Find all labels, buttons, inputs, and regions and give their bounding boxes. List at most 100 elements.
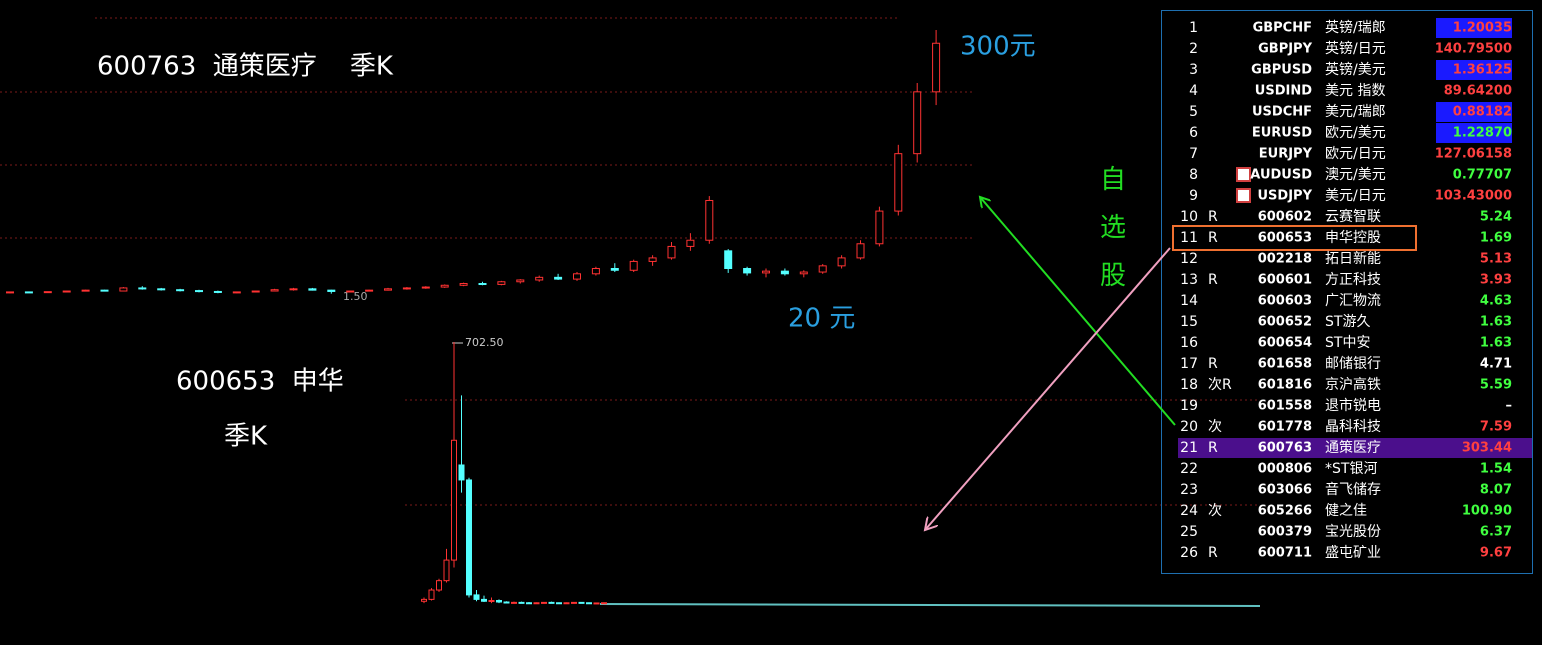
candle-body bbox=[496, 600, 502, 603]
stock-name[interactable]: 美元/瑞郎 bbox=[1325, 104, 1386, 120]
row-flag: 次 bbox=[1208, 419, 1222, 435]
stock-code[interactable]: EURUSD bbox=[1252, 126, 1312, 141]
row-number: 9 bbox=[1189, 188, 1198, 204]
candle-body bbox=[667, 245, 676, 259]
stock-code[interactable]: 601816 bbox=[1258, 378, 1312, 393]
candle-body bbox=[571, 601, 577, 604]
stock-code[interactable]: 000806 bbox=[1258, 462, 1312, 477]
stock-name[interactable]: 申华控股 bbox=[1325, 230, 1381, 246]
row-number: 21 bbox=[1180, 440, 1198, 456]
candle-body bbox=[629, 260, 638, 271]
stock-code[interactable]: 600602 bbox=[1258, 210, 1312, 225]
top-title: 600763 通策医疗 季K bbox=[97, 52, 394, 82]
row-icon bbox=[1236, 188, 1251, 203]
candle-body bbox=[251, 290, 260, 293]
row-flag: 次 bbox=[1208, 503, 1222, 519]
candle-body bbox=[138, 287, 147, 290]
stock-name[interactable]: 健之佳 bbox=[1325, 503, 1367, 519]
stock-code[interactable]: 600711 bbox=[1258, 546, 1312, 561]
stock-code[interactable]: 605266 bbox=[1258, 504, 1312, 519]
row-number: 11 bbox=[1180, 230, 1198, 246]
stock-name[interactable]: 美元/日元 bbox=[1325, 188, 1386, 204]
candle-body bbox=[346, 290, 355, 293]
candle-body bbox=[443, 559, 450, 582]
candle-body bbox=[563, 602, 570, 605]
stock-name[interactable]: 宝光股份 bbox=[1325, 524, 1381, 540]
candle-body bbox=[686, 239, 695, 247]
candle-body bbox=[43, 291, 52, 294]
stock-code[interactable]: 600601 bbox=[1258, 273, 1312, 288]
stock-name[interactable]: 欧元/日元 bbox=[1325, 146, 1386, 162]
stock-code[interactable]: 603066 bbox=[1258, 483, 1312, 498]
stock-price: 5.24 bbox=[1480, 210, 1512, 225]
stock-code[interactable]: 601658 bbox=[1258, 357, 1312, 372]
stock-code[interactable]: 601778 bbox=[1258, 420, 1312, 435]
arrow bbox=[980, 197, 1176, 426]
row-number: 12 bbox=[1180, 251, 1198, 267]
stock-name[interactable]: ST中安 bbox=[1325, 335, 1370, 351]
stock-name[interactable]: 退市锐电 bbox=[1325, 397, 1381, 414]
stock-name[interactable]: 方正科技 bbox=[1325, 272, 1381, 288]
candle-body bbox=[458, 464, 465, 481]
stock-code[interactable]: 600379 bbox=[1258, 525, 1312, 540]
stock-code[interactable]: 601558 bbox=[1258, 399, 1312, 414]
candle-body bbox=[421, 286, 430, 289]
stock-name[interactable]: 晶科科技 bbox=[1325, 419, 1381, 435]
stock-name[interactable]: 邮储银行 bbox=[1325, 356, 1381, 372]
row-flag: R bbox=[1208, 440, 1218, 456]
stock-name[interactable]: 云赛智联 bbox=[1325, 209, 1381, 225]
row-icon bbox=[1236, 167, 1251, 182]
stock-name[interactable]: 欧元/美元 bbox=[1325, 125, 1386, 141]
stock-name[interactable]: ST游久 bbox=[1325, 314, 1370, 330]
stock-name[interactable]: 通策医疗 bbox=[1325, 439, 1381, 456]
candle-body bbox=[511, 601, 517, 604]
stock-code[interactable]: GBPUSD bbox=[1251, 63, 1312, 78]
stock-code[interactable]: 600653 bbox=[1258, 231, 1312, 246]
row-number: 24 bbox=[1180, 503, 1198, 519]
candle-body bbox=[459, 283, 468, 286]
candle-body bbox=[428, 589, 435, 600]
candle-body bbox=[421, 598, 427, 602]
stock-price: 7.59 bbox=[1480, 420, 1512, 435]
stock-name[interactable]: *ST银河 bbox=[1325, 461, 1377, 477]
stock-name[interactable]: 盛屯矿业 bbox=[1325, 545, 1381, 561]
candle-body bbox=[548, 601, 555, 604]
stock-name[interactable]: 拓日新能 bbox=[1325, 251, 1381, 267]
candle-body bbox=[743, 268, 752, 274]
stock-name[interactable]: 京沪高铁 bbox=[1325, 376, 1381, 393]
stock-code[interactable]: 600652 bbox=[1258, 315, 1312, 330]
price-highlight bbox=[1436, 123, 1512, 143]
highlight-box bbox=[1172, 225, 1417, 251]
selected-row bbox=[1178, 438, 1532, 458]
stock-name[interactable]: 英镑/美元 bbox=[1325, 61, 1386, 78]
stock-price: 0.88182 bbox=[1453, 105, 1512, 120]
stock-code[interactable]: 600654 bbox=[1258, 336, 1312, 351]
stock-name[interactable]: 英镑/日元 bbox=[1325, 40, 1386, 57]
row-number: 14 bbox=[1180, 293, 1198, 309]
stock-code[interactable]: 600763 bbox=[1258, 441, 1312, 456]
stock-name[interactable]: 英镑/瑞郎 bbox=[1325, 19, 1386, 36]
stock-code[interactable]: GBPJPY bbox=[1258, 42, 1312, 57]
candle-body bbox=[610, 268, 619, 271]
row-number: 8 bbox=[1189, 167, 1198, 183]
stock-code[interactable]: USDIND bbox=[1255, 84, 1312, 99]
stock-code[interactable]: 002218 bbox=[1258, 252, 1312, 267]
stock-code[interactable]: USDJPY bbox=[1258, 189, 1313, 204]
stock-code[interactable]: GBPCHF bbox=[1253, 21, 1312, 36]
stock-code[interactable]: 600603 bbox=[1258, 294, 1312, 309]
baseline bbox=[599, 603, 1261, 607]
row-number: 13 bbox=[1180, 272, 1198, 288]
stock-price: 103.43000 bbox=[1435, 189, 1512, 204]
stock-name[interactable]: 音飞储存 bbox=[1325, 481, 1381, 498]
stock-code[interactable]: AUDUSD bbox=[1250, 168, 1312, 183]
stock-code[interactable]: EURJPY bbox=[1259, 147, 1313, 162]
row-number: 2 bbox=[1189, 41, 1198, 57]
candle-body bbox=[440, 284, 449, 288]
stock-code[interactable]: USDCHF bbox=[1252, 105, 1312, 120]
stock-name[interactable]: 广汇物流 bbox=[1325, 293, 1381, 309]
row-number: 17 bbox=[1180, 356, 1198, 372]
stock-name[interactable]: 澳元/美元 bbox=[1325, 167, 1386, 183]
stock-name[interactable]: 美元 指数 bbox=[1325, 83, 1385, 99]
candle-body bbox=[535, 276, 544, 281]
